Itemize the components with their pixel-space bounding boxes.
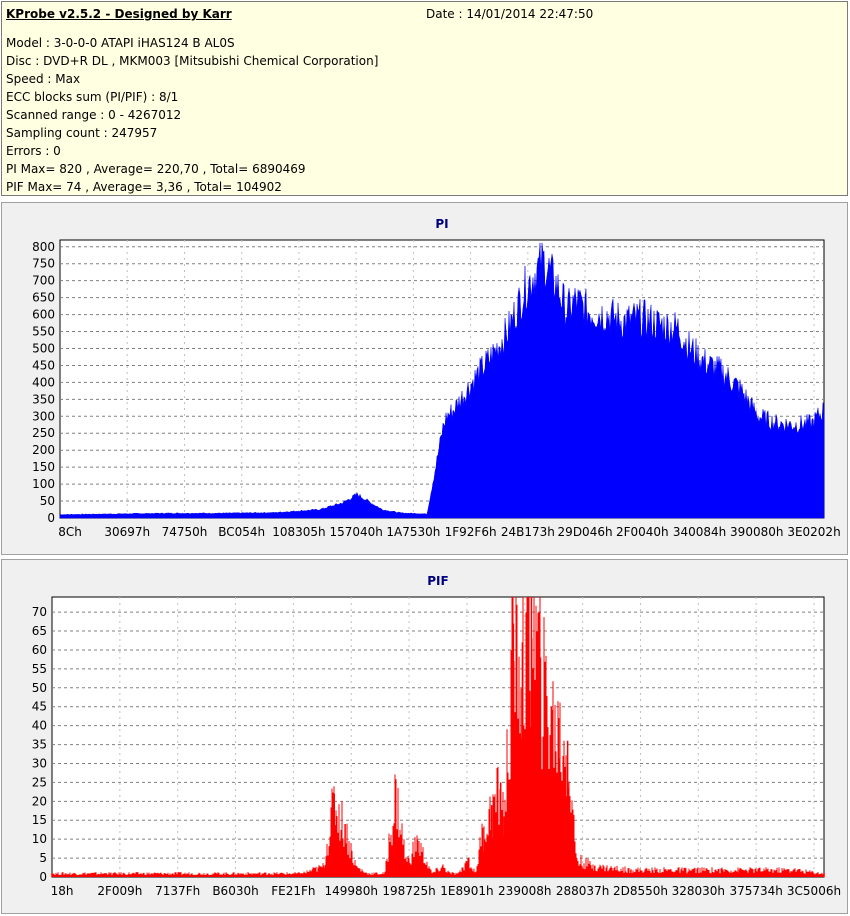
pi-y-tick-label: 500	[32, 341, 55, 355]
pi-y-tick-label: 750	[32, 257, 55, 271]
pif-y-tick-label: 5	[39, 851, 47, 865]
pif-plot-area	[51, 596, 825, 878]
pi-x-tick-label: 108305h	[272, 525, 325, 539]
pif-chart-title: PIF	[427, 574, 448, 588]
info-speed: Speed : Max	[6, 72, 81, 86]
pi-x-tick-label: 2F0040h	[616, 525, 669, 539]
pif-y-tick-label: 35	[32, 738, 47, 752]
pi-y-tick-label: 400	[32, 375, 55, 389]
pif-x-tick-label: 18h	[51, 884, 74, 898]
pi-chart-title: PI	[435, 217, 448, 231]
disc-info-panel: KProbe v2.5.2 - Designed by Karr Date : …	[1, 1, 848, 196]
pi-y-tick-label: 800	[32, 240, 55, 254]
info-range: Scanned range : 0 - 4267012	[6, 108, 182, 122]
pif-chart-panel: PIF 0 5 10 15 20 25 30 35 40 45 50 55 60 65 70 18h 2F009h…	[1, 559, 848, 914]
pif-y-tick-label: 25	[32, 775, 47, 789]
pi-y-tick-label: 600	[32, 308, 55, 322]
info-model: Model : 3-0-0-0 ATAPI iHAS124 B AL0S	[6, 36, 235, 50]
pif-y-tick-label: 10	[32, 832, 47, 846]
pi-y-tick-label: 300	[32, 409, 55, 423]
pif-x-tick-label: 328030h	[672, 884, 725, 898]
pi-y-tick-label: 250	[32, 426, 55, 440]
info-pif-stats: PIF Max= 74 , Average= 3,36 , Total= 104…	[6, 180, 282, 194]
pi-series	[59, 242, 825, 519]
pif-y-tick-label: 40	[32, 719, 47, 733]
pif-y-tick-label: 45	[32, 700, 47, 714]
pi-x-tick-label: 3E0202h	[787, 525, 840, 539]
pif-chart: PIF 0 5 10 15 20 25 30 35 40 45 50 55 60 65 70 18h 2F009h…	[32, 574, 841, 898]
pif-y-tick-label: 70	[32, 605, 47, 619]
pi-x-tick-label: BC054h	[218, 525, 265, 539]
scan-date: Date : 14/01/2014 22:47:50	[426, 7, 594, 21]
pi-y-tick-label: 450	[32, 358, 55, 372]
pi-y-tick-label: 650	[32, 291, 55, 305]
pi-x-tick-label: 29D046h	[558, 525, 613, 539]
pif-x-tick-label: B6030h	[212, 884, 258, 898]
pif-y-tick-label: 15	[32, 813, 47, 827]
pif-series	[51, 597, 825, 877]
info-pi-stats: PI Max= 820 , Average= 220,70 , Total= 6…	[6, 162, 306, 176]
pi-chart: PI 0 50 100 150 200 250 300 350 400 450 500 550 600 65…	[32, 217, 841, 539]
pi-y-tick-label: 200	[32, 443, 55, 457]
pi-y-tick-label: 0	[47, 511, 55, 525]
pif-x-tick-label: 2D8550h	[613, 884, 668, 898]
pi-x-tick-label: 390080h	[730, 525, 783, 539]
pi-x-tick-label: 1A7530h	[386, 525, 440, 539]
pi-area-mark	[59, 242, 825, 519]
pif-y-tick-label: 20	[32, 794, 47, 808]
pi-y-tick-label: 100	[32, 477, 55, 491]
pif-x-tick-label: 149980h	[325, 884, 378, 898]
pi-x-tick-label: 30697h	[104, 525, 150, 539]
pi-y-tick-label: 550	[32, 325, 55, 339]
pif-y-tick-label: 65	[32, 624, 47, 638]
pif-x-tick-label: FE21Fh	[271, 884, 315, 898]
pi-y-tick-label: 50	[40, 494, 55, 508]
pif-x-tick-label: 1E8901h	[440, 884, 493, 898]
app-title: KProbe v2.5.2 - Designed by Karr	[6, 7, 232, 21]
info-disc: Disc : DVD+R DL , MKM003 [Mitsubishi Che…	[6, 54, 379, 68]
pi-x-tick-label: 1F92F6h	[445, 525, 497, 539]
pi-y-tick-label: 700	[32, 274, 55, 288]
pi-y-tick-label: 350	[32, 392, 55, 406]
info-sampling: Sampling count : 247957	[6, 126, 158, 140]
pif-y-tick-label: 60	[32, 643, 47, 657]
pif-y-tick-label: 55	[32, 662, 47, 676]
pif-x-tick-label: 7137Fh	[155, 884, 200, 898]
info-errors: Errors : 0	[6, 144, 61, 158]
pif-y-tick-label: 50	[32, 681, 47, 695]
pif-x-tick-label: 239008h	[498, 884, 551, 898]
pif-x-tick-label: 198725h	[382, 884, 435, 898]
pif-x-tick-label: 288037h	[556, 884, 609, 898]
pi-x-tick-label: 340084h	[673, 525, 726, 539]
pif-x-tick-label: 3C5006h	[787, 884, 841, 898]
pif-y-tick-label: 0	[39, 870, 47, 884]
pi-x-tick-label: 8Ch	[58, 525, 82, 539]
pif-y-tick-label: 30	[32, 756, 47, 770]
pi-chart-panel: PI 0 50 100 150 200 250 300 350 400 450 500 550 600 65…	[1, 202, 848, 555]
info-ecc: ECC blocks sum (PI/PIF) : 8/1	[6, 90, 179, 104]
pi-x-tick-label: 157040h	[329, 525, 382, 539]
pi-y-tick-label: 150	[32, 460, 55, 474]
pif-x-tick-label: 375734h	[729, 884, 782, 898]
pi-x-tick-label: 74750h	[162, 525, 208, 539]
pif-x-tick-label: 2F009h	[97, 884, 142, 898]
pi-x-tick-label: 24B173h	[501, 525, 555, 539]
